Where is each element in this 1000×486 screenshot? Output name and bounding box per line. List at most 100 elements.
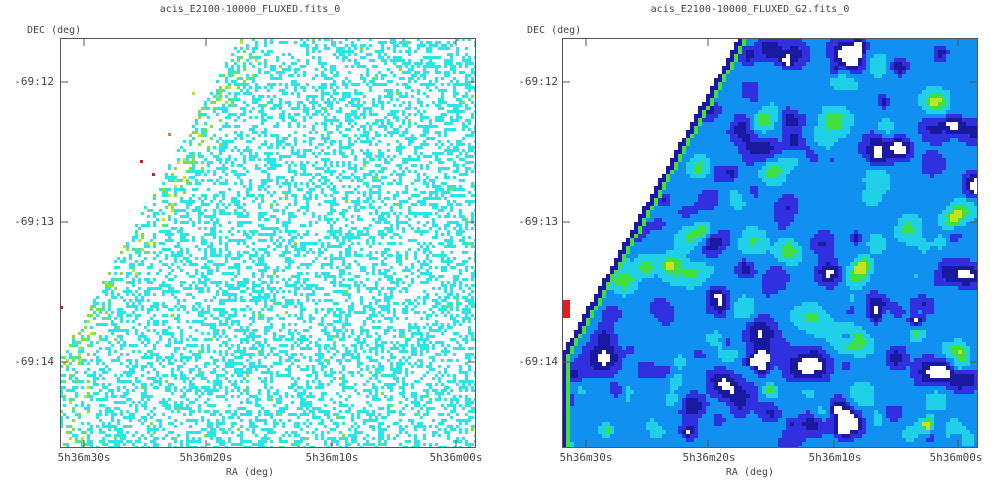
pixel xyxy=(96,314,99,317)
pixel xyxy=(459,98,462,101)
pixel xyxy=(300,167,303,170)
pixel xyxy=(321,98,324,101)
pixel xyxy=(207,161,210,164)
pixel xyxy=(408,53,411,56)
pixel xyxy=(204,173,207,176)
pixel xyxy=(219,287,222,290)
pixel xyxy=(309,137,312,140)
pixel xyxy=(312,176,315,179)
pixel xyxy=(102,290,105,293)
pixel xyxy=(153,251,156,254)
pixel xyxy=(441,83,444,86)
pixel xyxy=(321,92,324,95)
pixel xyxy=(333,68,336,71)
pixel xyxy=(405,287,408,290)
pixel xyxy=(270,83,273,86)
pixel xyxy=(315,146,318,149)
pixel xyxy=(234,158,237,161)
pixel xyxy=(270,194,273,197)
pixel xyxy=(459,224,462,227)
pixel xyxy=(345,386,348,389)
pixel xyxy=(201,155,204,158)
pixel xyxy=(393,314,396,317)
pixel xyxy=(258,224,261,227)
pixel xyxy=(180,251,183,254)
pixel xyxy=(450,245,453,248)
pixel xyxy=(213,173,216,176)
pixel xyxy=(453,41,456,44)
pixel xyxy=(435,194,438,197)
pixel xyxy=(165,248,168,251)
pixel xyxy=(324,347,327,350)
pixel xyxy=(336,176,339,179)
pixel xyxy=(228,203,231,206)
chart-title: acis_E2100-10000_FLUXED.fits_0 xyxy=(159,4,341,15)
pixel xyxy=(252,50,255,53)
pixel xyxy=(72,341,75,344)
pixel xyxy=(210,101,213,104)
pixel xyxy=(81,335,84,338)
pixel xyxy=(231,164,234,167)
pixel xyxy=(234,125,237,128)
pixel xyxy=(219,119,222,122)
pixel xyxy=(147,362,150,365)
pixel xyxy=(93,392,96,395)
pixel xyxy=(408,107,411,110)
pixel xyxy=(330,119,333,122)
pixel xyxy=(159,380,162,383)
pixel xyxy=(273,302,276,305)
pixel xyxy=(462,122,465,125)
pixel xyxy=(363,101,366,104)
pixel xyxy=(264,44,267,47)
pixel xyxy=(156,323,159,326)
pixel xyxy=(453,347,456,350)
pixel xyxy=(447,305,450,308)
pixel xyxy=(231,59,234,62)
pixel xyxy=(270,86,273,89)
pixel xyxy=(267,245,270,248)
pixel xyxy=(279,356,282,359)
pixel xyxy=(366,137,369,140)
pixel xyxy=(264,218,267,221)
pixel xyxy=(249,266,252,269)
pixel xyxy=(468,146,471,149)
pixel xyxy=(363,95,366,98)
pixel xyxy=(330,170,333,173)
pixel xyxy=(390,287,393,290)
pixel xyxy=(429,278,432,281)
pixel xyxy=(141,260,144,263)
pixel xyxy=(441,254,444,257)
pixel xyxy=(336,320,339,323)
pixel xyxy=(294,314,297,317)
pixel xyxy=(324,119,327,122)
pixel xyxy=(171,374,174,377)
pixel xyxy=(201,272,204,275)
pixel xyxy=(387,230,390,233)
pixel xyxy=(402,383,405,386)
pixel xyxy=(324,137,327,140)
pixel xyxy=(432,236,435,239)
pixel xyxy=(330,233,333,236)
pixel xyxy=(465,221,468,224)
pixel xyxy=(318,299,321,302)
pixel xyxy=(462,347,465,350)
pixel xyxy=(234,212,237,215)
pixel xyxy=(63,374,66,377)
pixel xyxy=(417,158,420,161)
pixel xyxy=(459,65,462,68)
pixel xyxy=(273,338,276,341)
pixel xyxy=(243,68,246,71)
pixel xyxy=(312,164,315,167)
pixel xyxy=(366,278,369,281)
pixel xyxy=(219,224,222,227)
pixel xyxy=(453,320,456,323)
pixel xyxy=(255,86,258,89)
pixel xyxy=(444,131,447,134)
pixel xyxy=(102,377,105,380)
pixel xyxy=(273,161,276,164)
pixel xyxy=(405,359,408,362)
pixel xyxy=(303,212,306,215)
pixel xyxy=(342,353,345,356)
pixel xyxy=(336,332,339,335)
pixel xyxy=(240,350,243,353)
